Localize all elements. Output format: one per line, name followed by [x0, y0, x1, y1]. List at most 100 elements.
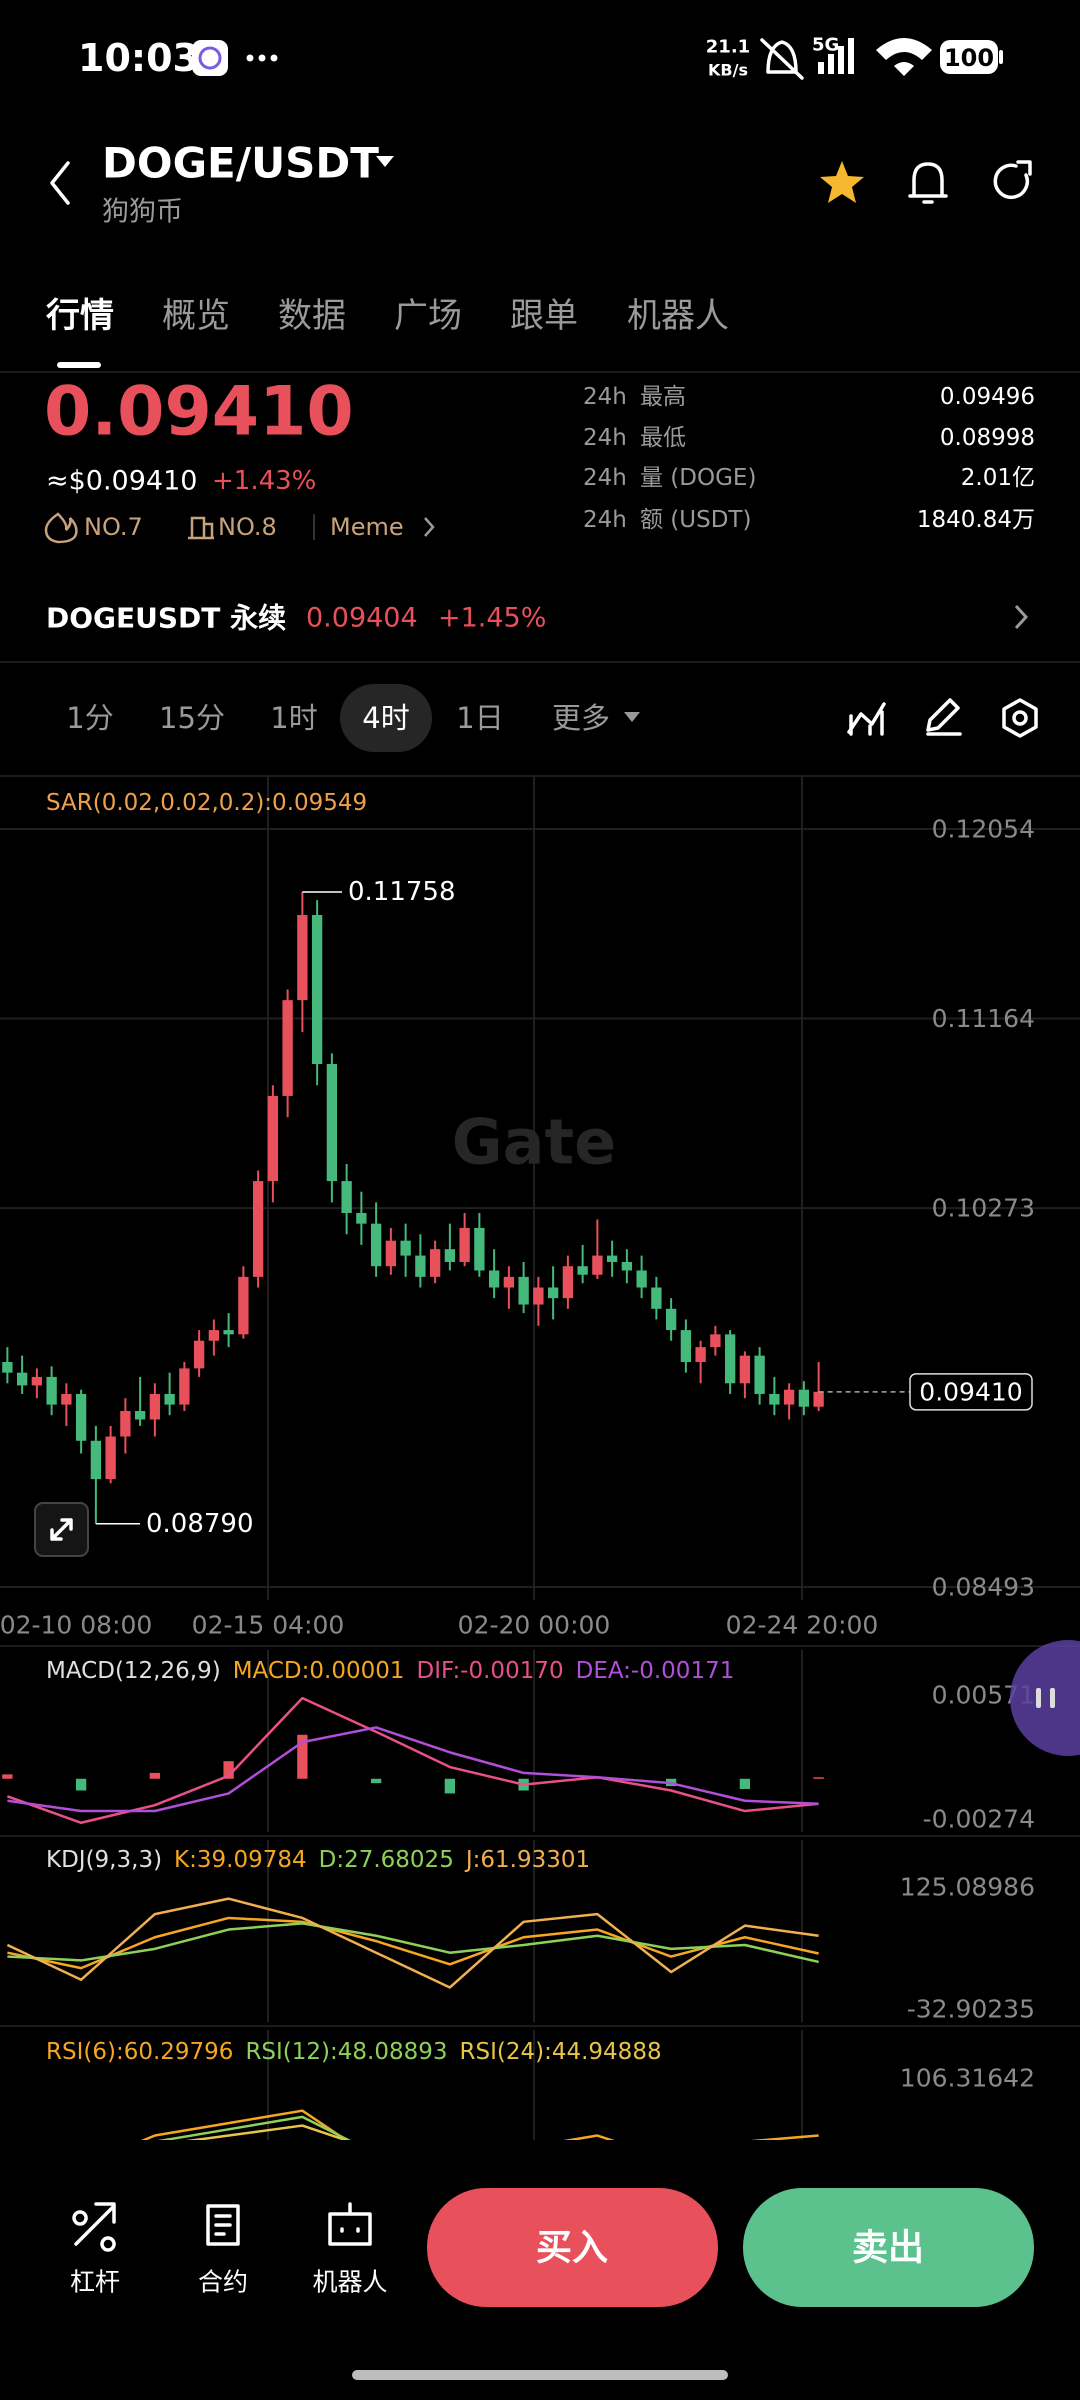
tool-icon-bot[interactable] — [328, 2202, 372, 2246]
macd-bar — [75, 1778, 87, 1791]
candle-body — [311, 915, 323, 1065]
tab[interactable]: 数据 — [278, 296, 346, 336]
timeframe-more-caret[interactable] — [624, 712, 640, 722]
draw-button[interactable] — [926, 698, 962, 736]
indicator-line — [6, 1897, 819, 1989]
sector-rank[interactable]: NO.8 — [218, 513, 277, 541]
refresh-button[interactable] — [993, 160, 1032, 199]
tab[interactable]: 机器人 — [627, 296, 729, 336]
pair-title[interactable]: DOGE/USDT — [102, 139, 379, 188]
stat-label: 最低 — [640, 425, 686, 451]
x-tick-label: 02-10 08:00 — [0, 1611, 152, 1640]
tab[interactable]: 行情 — [46, 296, 114, 336]
candle-body — [769, 1393, 780, 1405]
settings-button[interactable] — [1002, 698, 1038, 738]
tool-label[interactable]: 杠杆 — [70, 2268, 120, 2297]
indicator-line — [7, 1916, 819, 1970]
indicator-value: J:61.93301 — [464, 1847, 590, 1873]
signal-icon — [818, 38, 854, 74]
y-tick-label: -32.90235 — [907, 1994, 1035, 2023]
timeframe-more[interactable]: 更多 — [552, 701, 610, 735]
tab[interactable]: 概览 — [162, 296, 230, 336]
candle-body — [223, 1330, 234, 1335]
perpetual-chevron[interactable] — [1014, 604, 1029, 630]
candle-body — [798, 1389, 810, 1407]
settings-button[interactable] — [1012, 710, 1028, 726]
candle-body — [459, 1227, 470, 1262]
fullscreen-button[interactable] — [50, 1518, 73, 1541]
indicator-value: KDJ(9,3,3) — [46, 1847, 162, 1873]
favorite-button[interactable] — [820, 161, 864, 203]
sell-label[interactable]: 卖出 — [852, 2228, 924, 2269]
assistant-bubble[interactable] — [1010, 1640, 1080, 1756]
candle-body — [31, 1376, 43, 1386]
y-tick-label: 0.08493 — [932, 1573, 1035, 1602]
timeframe-option[interactable]: 1时 — [270, 701, 317, 735]
y-tick-label: 0.11164 — [932, 1004, 1035, 1033]
stat-label: 最高 — [640, 384, 686, 410]
indicator-line — [7, 1922, 819, 1964]
tool-icon-futures[interactable] — [206, 2204, 240, 2246]
coin-name: 狗狗币 — [102, 197, 183, 228]
battery-icon — [940, 40, 998, 74]
tab[interactable]: 广场 — [394, 296, 462, 336]
indicator-plot — [2, 1650, 824, 1832]
candle-body — [503, 1276, 515, 1288]
last-price-box — [909, 1373, 1033, 1411]
indicator-value: SAR(0.02,0.02,0.2):0.09549 — [46, 790, 367, 816]
price-plot: Gate 0.11758 0.08790 — [0, 776, 1080, 1600]
alert-button[interactable] — [908, 162, 948, 204]
candle-body — [724, 1334, 736, 1384]
sector-name[interactable]: Meme — [330, 513, 404, 541]
tool-label[interactable]: 机器人 — [312, 2268, 387, 2297]
candle-body — [90, 1440, 102, 1480]
app-icon — [192, 40, 228, 76]
back-button[interactable] — [50, 161, 70, 205]
stat-value: 0.09496 — [940, 384, 1035, 410]
timeframe-option[interactable]: 15分 — [159, 701, 225, 735]
stat-value: 0.08998 — [940, 425, 1035, 451]
usd-price: ≈$0.09410 — [46, 466, 197, 497]
tab[interactable]: 跟单 — [510, 296, 578, 336]
indicator-line — [6, 1696, 819, 1825]
more-dots — [246, 54, 254, 62]
buy-button[interactable] — [427, 2188, 718, 2307]
stat-period: 24h — [583, 465, 627, 491]
macd-bar — [739, 1778, 751, 1790]
candle-body — [282, 1000, 293, 1096]
candle-body — [547, 1287, 559, 1299]
y-tick-label: 125.08986 — [900, 1872, 1035, 1901]
timeframe-option[interactable]: 1日 — [456, 701, 503, 735]
pair-dropdown[interactable] — [376, 156, 394, 167]
perpetual-name[interactable]: DOGEUSDT 永续 — [46, 602, 286, 635]
candle-body — [164, 1393, 175, 1405]
timeframe-option[interactable]: 1分 — [66, 701, 113, 735]
indicator-value: K:39.09784 — [174, 1847, 307, 1873]
more-dots — [270, 54, 278, 62]
tool-icon-leverage[interactable] — [72, 2202, 116, 2252]
home-indicator — [352, 2370, 728, 2380]
tool-label[interactable]: 合约 — [198, 2268, 248, 2297]
macd-bar — [813, 1777, 824, 1779]
buy-label[interactable]: 买入 — [536, 2228, 608, 2269]
mute-icon — [760, 38, 804, 80]
assistant-bubble[interactable] — [1050, 1688, 1055, 1708]
macd-bar — [444, 1778, 456, 1794]
sector-chevron[interactable] — [424, 517, 435, 537]
candle-body — [562, 1266, 574, 1299]
last-price-label: 0.09410 — [919, 1377, 1022, 1406]
sell-button[interactable] — [743, 2188, 1034, 2307]
candle-body — [267, 1095, 279, 1182]
timeframe-option[interactable]: 4时 — [362, 701, 409, 735]
indicator-legend: MACD(12,26,9) MACD:0.00001 DIF:-0.00170 DEA… — [46, 1658, 734, 1684]
watermark: Gate — [452, 1106, 616, 1179]
indicator-button[interactable] — [847, 702, 886, 736]
stat-period: 24h — [583, 384, 627, 410]
assistant-bubble[interactable] — [1036, 1688, 1041, 1708]
net-speed: 21.1 — [706, 37, 750, 58]
hot-rank[interactable]: NO.7 — [84, 513, 143, 541]
candle-body — [356, 1213, 367, 1224]
